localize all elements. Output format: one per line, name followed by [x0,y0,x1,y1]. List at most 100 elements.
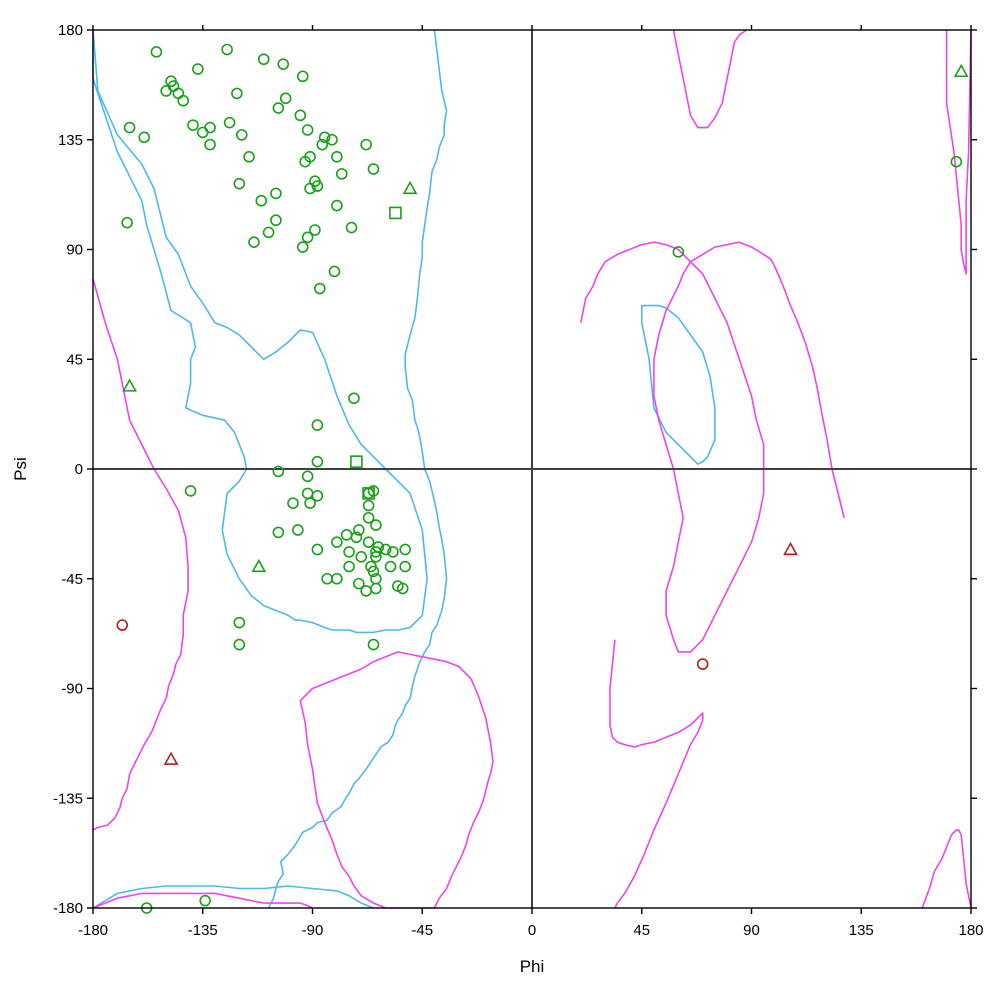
residue-point-circle [331,572,343,585]
x-axis-title: Phi [520,957,545,976]
residue-point-square [362,487,375,500]
residue-point-circle [362,511,375,524]
residue-point-circle [343,546,355,558]
residue-point-circle [204,121,216,134]
residue-point-circle [262,226,275,239]
residue-point-circle [314,282,326,295]
residue-point-circle [304,182,316,195]
residue-point-circle [292,524,304,536]
residue-point-circle [165,75,177,88]
residue-point-triangle [163,751,179,765]
residue-point-circle [355,550,368,563]
residue-point-circle [301,231,314,244]
x-tick-label: 90 [743,922,760,939]
x-tick-label: -45 [411,922,433,939]
residue-point-circle [233,616,246,629]
residue-point-circle [340,529,353,541]
residue-point-circle [270,187,282,200]
residue-point-circle [311,455,324,468]
residue-point-triangle [783,541,798,556]
residue-point-circle [321,572,333,585]
zero-lines [93,30,971,908]
residue-point-circle [233,638,246,651]
residue-point-circle [360,138,372,151]
residue-point-circle [184,485,197,497]
residue-point-circle [301,470,314,483]
residue-point-circle [367,163,380,175]
residue-point-circle [387,546,399,558]
residue-point-circle [304,497,316,509]
residue-point-circle [331,151,343,163]
residue-point-circle [318,131,331,144]
residue-point-circle [235,129,248,141]
residue-point-circle [192,63,204,75]
residue-point-circle [150,46,163,58]
residue-point-triangle [402,180,418,195]
residue-point-circle [177,94,190,107]
y-tick-label: -45 [61,571,83,588]
residue-point-circle [272,465,285,478]
residue-point-circle [296,70,309,83]
y-tick-label: -180 [53,900,83,917]
residue-point-circle [243,151,255,163]
residue-point-circle [335,168,348,180]
residue-point-circle [311,180,324,192]
residue-point-circle [287,497,299,509]
residue-point-circle [160,85,172,97]
residue-point-circle [248,236,260,248]
residue-point-circle [353,577,365,590]
residue-point-circle [384,560,397,573]
core-region-contour-2 [641,304,716,465]
allowed-region-contour-9 [672,29,748,129]
x-tick-label: -90 [302,922,324,939]
residue-point-circle [367,638,380,651]
residue-point-circle [399,560,411,573]
residue-point-circle [311,490,324,502]
residue-point-triangle [122,378,137,392]
residue-point-circle [279,92,292,105]
y-tick-label: 0 [75,461,83,478]
allowed-region-contour-10 [945,29,972,275]
x-tick-label: 0 [528,922,536,939]
allowed-region-contour-4 [92,278,189,831]
residue-point-circle [362,499,375,512]
allowed-region-contour-8 [92,892,313,909]
core-region-contour-0 [92,29,428,634]
x-tick-label: -135 [188,922,218,939]
core-region-contour-3 [267,29,448,909]
residue-point-circle [257,53,270,66]
y-tick-label: 45 [66,351,83,368]
residue-point-circle [123,121,136,134]
residue-point-circle [331,199,343,212]
residue-point-circle [294,109,307,122]
residue-point-circle [296,241,309,253]
allowed-region-contour-6 [580,241,845,653]
residue-point-circle [348,392,360,405]
allowed-region-contour-5 [299,651,494,909]
residue-point-triangle [251,558,267,573]
residue-point-circle [343,560,355,573]
residue-point-circle [311,543,324,556]
residue-point-circle [204,138,216,151]
x-tick-label: 45 [633,922,650,939]
residue-point-circle [231,87,243,100]
residue-point-circle [367,565,380,578]
residue-point-circle [223,116,236,129]
residue-point-circle [326,133,338,146]
ticks-layer: -180 -135 -90 -45 0 45 90 135 180 -180 -135 -90 -45 0… [53,22,984,939]
points-layer [116,43,969,914]
residue-point-triangle [953,63,969,78]
residue-point-circle [272,526,285,539]
residue-point-circle [311,419,324,431]
residue-point-circle [316,138,329,151]
residue-point-circle [672,246,685,258]
residue-point-circle [379,543,392,556]
residue-point-circle [272,102,285,114]
residue-point-circle [370,582,382,595]
residue-point-circle [196,126,209,139]
y-axis-title: Psi [11,457,30,481]
residue-point-circle [199,894,211,907]
residue-point-circle [138,131,151,144]
residue-point-circle [233,177,246,190]
